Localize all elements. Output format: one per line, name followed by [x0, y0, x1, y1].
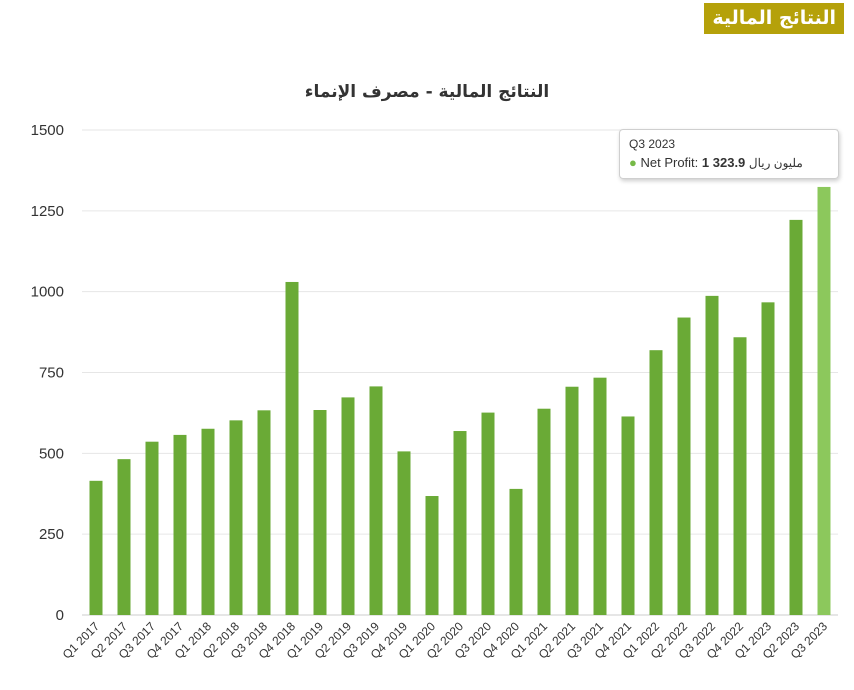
bar-q4-2020[interactable]	[509, 488, 523, 615]
bar-q2-2022[interactable]	[677, 317, 691, 615]
bar-q2-2023[interactable]	[789, 219, 803, 616]
bar-q1-2020[interactable]	[425, 496, 439, 615]
bar-q2-2019[interactable]	[341, 397, 355, 615]
bar-q2-2017[interactable]	[117, 459, 131, 615]
bar-q4-2018[interactable]	[285, 281, 299, 615]
bar-q4-2022[interactable]	[733, 337, 747, 615]
y-tick-label: 500	[39, 445, 64, 462]
y-tick-label: 1500	[31, 122, 64, 139]
bar-q2-2020[interactable]	[453, 431, 467, 615]
tooltip-header: Q3 2023	[629, 137, 676, 151]
y-tick-label: 250	[39, 526, 64, 543]
bar-q4-2017[interactable]	[173, 434, 187, 615]
bar-q1-2023[interactable]	[761, 302, 775, 615]
bar-q3-2020[interactable]	[481, 412, 495, 615]
bar-q1-2017[interactable]	[89, 480, 103, 615]
bar-q1-2021[interactable]	[537, 408, 551, 615]
bar-q2-2021[interactable]	[565, 386, 579, 615]
y-tick-label: 0	[56, 607, 64, 624]
y-tick-label: 750	[39, 365, 64, 382]
bar-q3-2021[interactable]	[593, 377, 607, 615]
tooltip-line: ● Net Profit: 1 323.9 مليون ريال	[629, 155, 803, 170]
bar-q1-2018[interactable]	[201, 428, 215, 615]
chart-tooltip: Q3 2023 ● Net Profit: 1 323.9 مليون ريال	[619, 129, 839, 179]
y-axis-ticks: 0 250 500 750 1000 1250 1500	[31, 122, 64, 624]
y-tick-label: 1000	[31, 284, 64, 301]
bar-q1-2022[interactable]	[649, 350, 663, 615]
bar-q4-2019[interactable]	[397, 451, 411, 615]
tooltip-unit: مليون ريال	[748, 156, 803, 170]
bar-q3-2023[interactable]	[817, 186, 831, 615]
bar-q4-2021[interactable]	[621, 416, 635, 615]
bars	[89, 186, 831, 616]
bar-q1-2019[interactable]	[313, 410, 327, 615]
tooltip-series-label: Net Profit:	[640, 155, 699, 170]
chart-title: النتائج المالية - مصرف الإنماء	[304, 82, 550, 102]
y-tick-label: 1250	[31, 203, 64, 220]
series-dot-icon: ●	[629, 155, 637, 170]
bar-q3-2018[interactable]	[257, 410, 271, 615]
bar-q3-2022[interactable]	[705, 295, 719, 615]
bar-q3-2017[interactable]	[145, 441, 159, 615]
tooltip-value: 1 323.9	[701, 155, 746, 170]
bar-q3-2019[interactable]	[369, 386, 383, 615]
bar-q2-2018[interactable]	[229, 420, 243, 615]
page-badge: النتائج المالية	[704, 3, 844, 34]
